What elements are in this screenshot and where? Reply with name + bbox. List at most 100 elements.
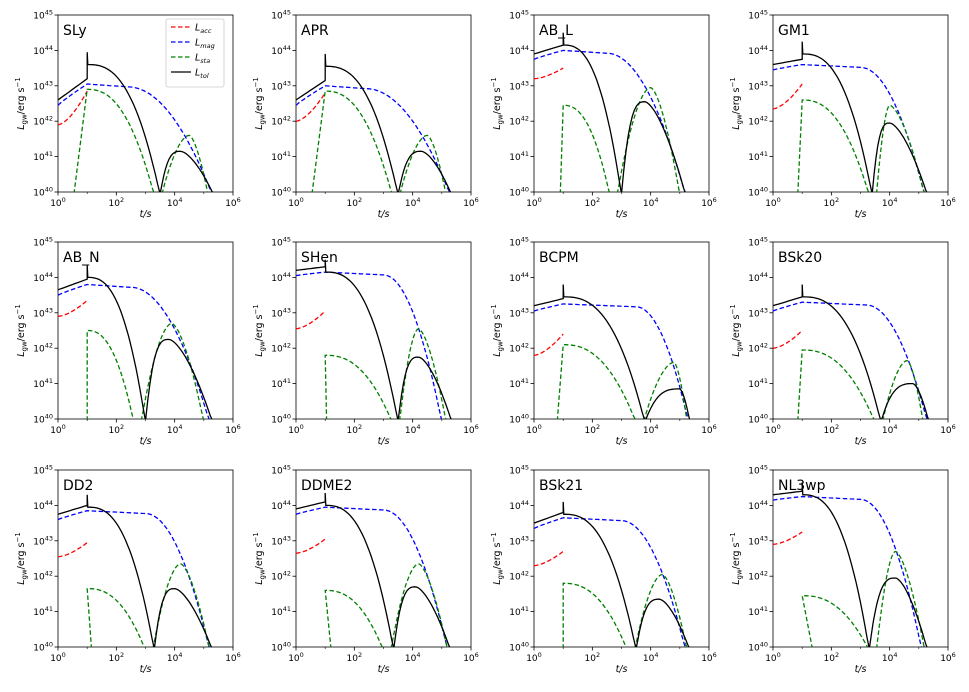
panel-title: AB_L [539, 23, 573, 39]
series-mag-line [773, 495, 923, 647]
series-sta-line [86, 587, 146, 647]
y-tick-label: 1045 [271, 9, 291, 22]
series-mag-line [534, 49, 686, 192]
y-tick-label: 1044 [509, 271, 529, 284]
series-mag-line [58, 283, 210, 419]
y-tick-label: 1040 [271, 413, 291, 426]
x-tick-label: 100 [765, 651, 781, 664]
y-tick-label: 1041 [271, 605, 291, 618]
y-tick-label: 1042 [509, 115, 529, 128]
y-axis-label: Lgw/erg s−1 [14, 532, 29, 585]
y-tick-label: 1043 [33, 306, 53, 319]
y-axis-label: Lgw/erg s−1 [14, 304, 29, 357]
x-tick-label: 104 [882, 651, 898, 664]
series-tol-line [296, 259, 452, 419]
series-acc-line [773, 531, 803, 545]
series-tol-line [58, 52, 214, 192]
y-tick-label: 1040 [748, 186, 768, 199]
y-tick-label: 1040 [509, 413, 529, 426]
plot-frame [533, 14, 710, 193]
series-tol-line [58, 264, 213, 419]
x-tick-label: 106 [940, 423, 956, 436]
x-axis-label: t/s [378, 436, 390, 447]
x-tick-label: 102 [347, 423, 363, 436]
x-tick-label: 104 [882, 423, 898, 436]
y-tick-label: 1041 [509, 605, 529, 618]
panel: 100 102 104 106 1040 1041 1042 1043 1044 1045 t/s L… [252, 236, 479, 448]
x-axis-label: t/s [140, 209, 152, 220]
panel: 100 102 104 106 1040 1041 1042 1043 1044 1045 t/s L… [14, 236, 241, 448]
y-tick-label: 1042 [33, 115, 53, 128]
y-tick-label: 1042 [748, 570, 768, 583]
series-sta-line [399, 134, 447, 192]
series-tol-line [534, 32, 686, 192]
y-tick-label: 1045 [509, 9, 529, 22]
x-tick-label: 102 [824, 423, 840, 436]
y-tick-label: 1040 [271, 641, 291, 654]
y-tick-label: 1043 [748, 79, 768, 92]
series-sta-line [140, 322, 205, 419]
y-tick-label: 1040 [509, 186, 529, 199]
x-axis-label: t/s [855, 209, 867, 220]
y-tick-label: 1045 [33, 236, 53, 249]
panel: 100 102 104 106 1040 1041 1042 1043 1044 1045 t/s L… [14, 9, 241, 221]
x-axis-label: t/s [140, 436, 152, 447]
x-axis-label: t/s [855, 436, 867, 447]
panel-title: SHen [301, 250, 338, 266]
y-tick-label: 1042 [271, 115, 291, 128]
x-tick-label: 102 [109, 196, 125, 209]
series-tol-line [58, 494, 213, 647]
series-sta-line [797, 349, 875, 419]
x-tick-label: 100 [288, 196, 304, 209]
y-tick-label: 1042 [748, 115, 768, 128]
x-tick-label: 102 [109, 651, 125, 664]
panel: 100 102 104 106 1040 1041 1042 1043 1044 1045 t/s L… [490, 464, 717, 676]
y-tick-label: 1045 [748, 236, 768, 249]
series-mag-line [58, 83, 213, 192]
x-tick-label: 106 [463, 651, 479, 664]
series-acc-line [58, 90, 88, 126]
y-tick-label: 1041 [33, 605, 53, 618]
y-axis-label: Lgw/erg s−1 [252, 532, 267, 585]
x-axis-label: t/s [378, 209, 390, 220]
plot-frame [57, 241, 234, 420]
y-tick-label: 1043 [271, 79, 291, 92]
x-tick-label: 106 [463, 423, 479, 436]
x-axis-label: t/s [378, 664, 390, 675]
y-tick-label: 1043 [33, 79, 53, 92]
y-tick-label: 1042 [271, 570, 291, 583]
x-tick-label: 102 [585, 651, 601, 664]
series-mag-line [296, 506, 448, 647]
series-acc-line [58, 542, 88, 558]
y-tick-label: 1045 [33, 9, 53, 22]
series-tol-line [534, 284, 691, 419]
y-tick-label: 1043 [748, 534, 768, 547]
x-tick-label: 102 [824, 196, 840, 209]
series-sta-line [797, 99, 870, 192]
panel-title: DD2 [63, 478, 93, 494]
series-acc-line [534, 550, 564, 567]
y-tick-label: 1045 [748, 464, 768, 477]
y-tick-label: 1040 [33, 641, 53, 654]
x-tick-label: 102 [585, 196, 601, 209]
y-axis-label: Lgw/erg s−1 [729, 77, 744, 130]
y-tick-label: 1041 [748, 605, 768, 618]
panel: 100 102 104 106 1040 1041 1042 1043 1044 1045 t/s L… [252, 464, 479, 676]
x-tick-label: 100 [288, 651, 304, 664]
y-tick-label: 1045 [271, 464, 291, 477]
series-mag-line [773, 63, 925, 192]
y-axis-label: Lgw/erg s−1 [252, 77, 267, 130]
y-tick-label: 1042 [509, 570, 529, 583]
y-tick-label: 1041 [509, 150, 529, 163]
y-tick-label: 1041 [271, 377, 291, 390]
x-tick-label: 106 [225, 196, 241, 209]
x-tick-label: 102 [109, 423, 125, 436]
series-sta-line [876, 550, 925, 647]
x-tick-label: 104 [405, 651, 421, 664]
panel-title: DDME2 [301, 478, 352, 494]
panel: 100 102 104 106 1040 1041 1042 1043 1044 1045 t/s L… [729, 236, 956, 448]
series-tol-line [296, 492, 451, 647]
series-sta-line [559, 104, 610, 192]
y-tick-label: 1045 [509, 464, 529, 477]
